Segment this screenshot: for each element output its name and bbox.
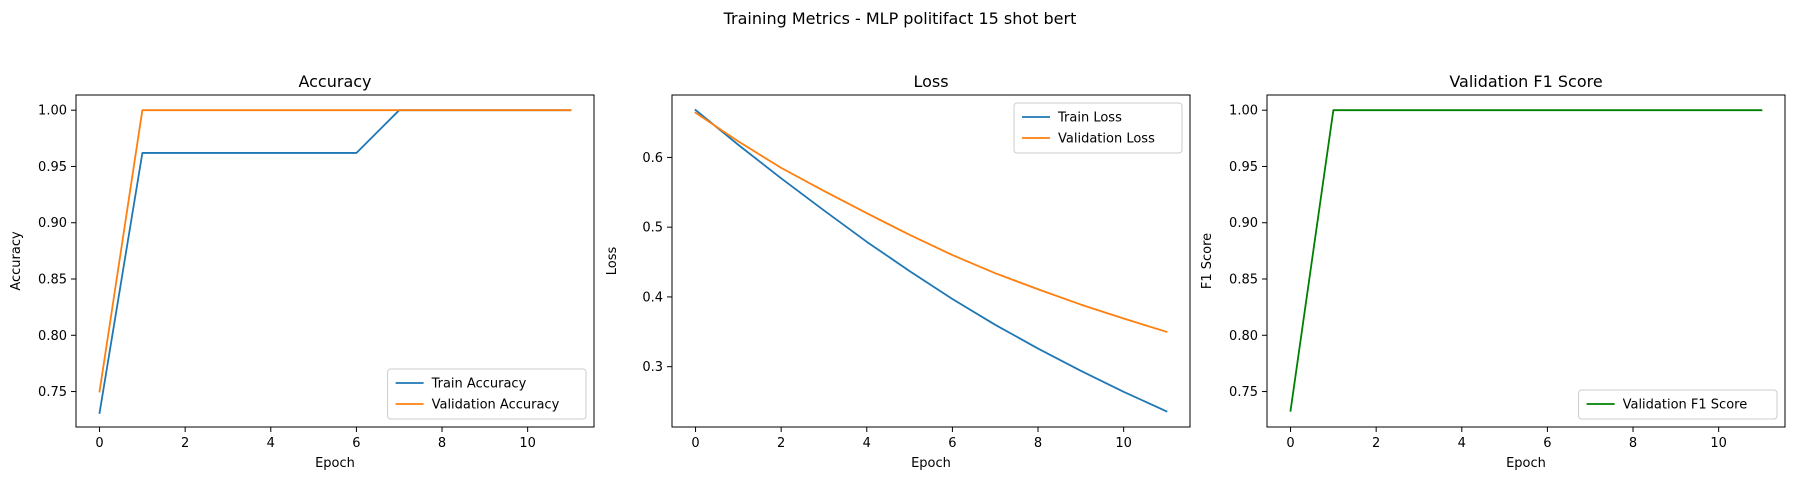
legend-label-validation-loss: Validation Loss <box>1058 132 1155 147</box>
legend: Validation F1 Score <box>1578 389 1778 420</box>
legend-label-validation-accuracy: Validation Accuracy <box>432 398 560 413</box>
subplot-loss: Loss 0 2 4 6 8 10 0.3 0.4 0.5 0.6 Epoch Loss Train Lo… <box>605 72 1191 471</box>
x-tick-label: 6 <box>1543 436 1551 451</box>
subplots: Accuracy 0 2 4 6 8 10 0.75 0.80 0.85 0.90 0.95 1.00 E… <box>9 72 1786 471</box>
series-line-train-accuracy <box>98 109 572 414</box>
x-tick-label: 0 <box>691 436 699 451</box>
x-tick-label: 0 <box>1286 436 1294 451</box>
axes-frame <box>75 94 595 428</box>
series-line-validation-f1-score <box>1289 109 1763 412</box>
x-tick-label: 0 <box>95 436 103 451</box>
y-tick-label: 0.80 <box>38 329 67 344</box>
legend: Train Accuracy Validation Accuracy <box>387 368 587 420</box>
series-line-validation-accuracy <box>98 109 572 393</box>
x-tick-label: 2 <box>1372 436 1380 451</box>
y-axis-label: Loss <box>605 247 620 276</box>
y-tick-label: 0.5 <box>642 221 663 236</box>
axes-title: Loss <box>913 72 948 91</box>
subplot-validation-f1-score: Validation F1 Score 0 2 4 6 8 10 0.75 0.80 0.85 0.… <box>1200 72 1786 471</box>
x-tick-label: 8 <box>1629 436 1637 451</box>
axes-frame <box>671 94 1191 428</box>
axes-frame <box>1266 94 1786 428</box>
y-tick-label: 0.95 <box>38 160 67 175</box>
x-tick-label: 8 <box>1034 436 1042 451</box>
legend-frame <box>387 368 587 420</box>
y-tick-label: 0.90 <box>1229 216 1258 231</box>
x-tick-label: 8 <box>438 436 446 451</box>
y-axis-label: F1 Score <box>1200 233 1215 289</box>
y-tick-label: 0.90 <box>38 216 67 231</box>
y-tick-label: 1.00 <box>1229 104 1258 119</box>
x-tick-label: 4 <box>863 436 871 451</box>
x-axis-label: Epoch <box>1506 456 1546 471</box>
series-line-validation-loss <box>694 111 1168 333</box>
y-tick-label: 0.85 <box>1229 273 1258 288</box>
x-tick-label: 6 <box>948 436 956 451</box>
x-tick-label: 4 <box>1458 436 1466 451</box>
y-tick-label: 0.95 <box>1229 160 1258 175</box>
y-tick-label: 0.80 <box>1229 329 1258 344</box>
legend-frame <box>1578 389 1778 420</box>
x-tick-label: 10 <box>1115 436 1132 451</box>
y-tick-label: 1.00 <box>38 104 67 119</box>
y-tick-label: 0.4 <box>642 290 663 305</box>
legend-label-train-accuracy: Train Accuracy <box>431 377 527 392</box>
legend-label-train-loss: Train Loss <box>1057 111 1122 126</box>
axes-title: Validation F1 Score <box>1449 72 1602 91</box>
x-axis-label: Epoch <box>911 456 951 471</box>
legend-label-validation-f1-score: Validation F1 Score <box>1623 398 1748 413</box>
x-tick-label: 10 <box>1710 436 1727 451</box>
y-tick-label: 0.3 <box>642 360 663 375</box>
x-tick-label: 2 <box>777 436 785 451</box>
y-tick-label: 0.75 <box>38 385 67 400</box>
axes-title: Accuracy <box>298 72 371 91</box>
x-tick-label: 4 <box>267 436 275 451</box>
subplot-accuracy: Accuracy 0 2 4 6 8 10 0.75 0.80 0.85 0.90 0.95 1.00 E… <box>9 72 595 471</box>
y-tick-label: 0.6 <box>642 151 663 166</box>
legend-frame <box>1013 102 1183 154</box>
x-tick-label: 6 <box>352 436 360 451</box>
legend: Train Loss Validation Loss <box>1013 102 1183 154</box>
y-tick-label: 0.85 <box>38 273 67 288</box>
x-tick-label: 10 <box>519 436 536 451</box>
x-tick-label: 2 <box>181 436 189 451</box>
y-axis-label: Accuracy <box>9 231 24 291</box>
y-tick-label: 0.75 <box>1229 385 1258 400</box>
x-axis-label: Epoch <box>315 456 355 471</box>
figure-suptitle: Training Metrics - MLP politifact 15 sho… <box>723 9 1077 28</box>
series-line-train-loss <box>694 108 1168 413</box>
